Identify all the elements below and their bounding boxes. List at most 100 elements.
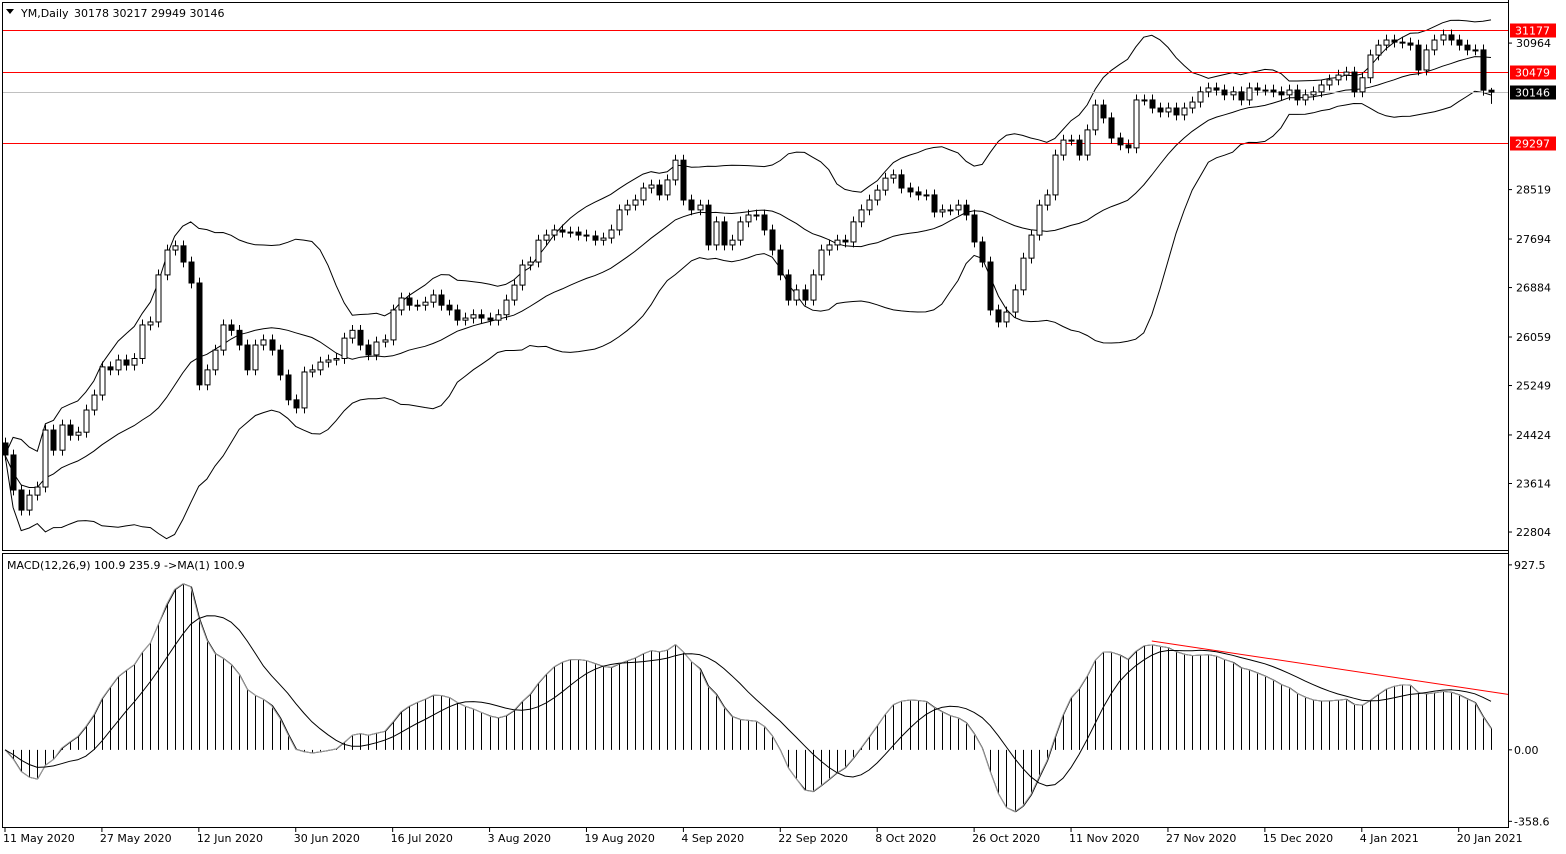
date-tick-label: 4 Sep 2020: [681, 832, 744, 845]
candle-bullish: [1134, 100, 1139, 148]
candle-bullish: [633, 200, 638, 205]
candle-bearish: [237, 330, 242, 345]
date-tick-label: 19 Aug 2020: [584, 832, 654, 845]
candle-bullish: [423, 302, 428, 305]
candle-bullish: [714, 222, 719, 245]
candle-bullish: [1085, 130, 1090, 155]
candle-bullish: [1432, 40, 1437, 50]
price-level-label: 30479: [1515, 67, 1550, 80]
candle-bearish: [189, 262, 194, 283]
candle-bullish: [253, 345, 258, 370]
candle-bullish: [924, 195, 929, 196]
date-tick-label: 27 May 2020: [100, 832, 172, 845]
macd-histogram-bar-connector: [701, 669, 709, 686]
candle-bearish: [996, 310, 1001, 322]
candle-bullish: [875, 190, 880, 200]
candle-bullish: [601, 238, 606, 240]
macd-histogram-bar-connector: [281, 718, 289, 734]
collapse-triangle-icon[interactable]: [6, 9, 14, 14]
candle-bullish: [496, 315, 501, 320]
candle-bullish: [1368, 55, 1373, 78]
price-tick-label: 24424: [1516, 429, 1551, 442]
candle-bearish: [786, 275, 791, 300]
candle-bullish: [1093, 105, 1098, 130]
candle-bullish: [641, 188, 646, 200]
candle-bullish: [956, 205, 961, 210]
candle-bullish: [1247, 88, 1252, 100]
candle-bearish: [1449, 35, 1454, 40]
macd-histogram-bar-connector: [192, 587, 200, 618]
candle-bearish: [1352, 72, 1357, 92]
candle-bullish: [835, 240, 840, 245]
macd-histogram-bar-connector: [95, 699, 103, 715]
candle-bearish: [964, 205, 969, 215]
macd-histogram-bar-connector: [1476, 703, 1484, 717]
candle-bearish: [488, 318, 493, 320]
candle-bearish: [439, 295, 444, 305]
candle-bearish: [972, 215, 977, 242]
candle-bearish: [1174, 108, 1179, 115]
candle-bullish: [148, 322, 153, 325]
candle-bearish: [1239, 92, 1244, 100]
candle-bearish: [576, 232, 581, 235]
candle-bearish: [916, 192, 921, 195]
price-tick-label: 26059: [1516, 331, 1551, 344]
candle-bullish: [948, 210, 953, 211]
candle-bearish: [51, 430, 56, 450]
date-tick-label: 8 Oct 2020: [875, 832, 936, 845]
candle-bullish: [1004, 312, 1009, 322]
price-tick-label: 27694: [1516, 233, 1551, 246]
date-tick-label: 20 Jan 2021: [1457, 832, 1523, 845]
candle-bullish: [399, 298, 404, 310]
candle-bullish: [1190, 102, 1195, 108]
candle-bearish: [1279, 92, 1284, 95]
macd-histogram-bar-connector: [289, 734, 297, 749]
macd-histogram-bar-connector: [725, 707, 733, 716]
candle-bearish: [593, 236, 598, 240]
date-tick-label: 30 Jun 2020: [294, 832, 360, 845]
candle-bullish: [1327, 80, 1332, 85]
candle-bullish: [738, 222, 743, 240]
candle-bearish: [479, 315, 484, 318]
candle-bearish: [1214, 88, 1219, 90]
candle-bearish: [899, 175, 904, 188]
bollinger-middle-line: [5, 57, 1491, 488]
macd-ma1-line: [5, 584, 1491, 812]
candle-bearish: [11, 455, 16, 490]
candle-bearish: [245, 345, 250, 370]
candle-bullish: [609, 230, 614, 238]
candle-bullish: [1206, 88, 1211, 92]
candle-bullish: [463, 318, 468, 320]
candle-bullish: [1287, 90, 1292, 95]
candle-bullish: [851, 222, 856, 242]
candle-bearish: [278, 350, 283, 375]
price-level-label: 29297: [1515, 138, 1550, 151]
candle-bullish: [536, 240, 541, 262]
candle-bearish: [286, 375, 291, 400]
candle-bearish: [722, 222, 727, 245]
candle-bullish: [1198, 92, 1203, 102]
candle-bullish: [213, 350, 218, 370]
candle-bearish: [181, 246, 186, 262]
candle-bearish: [1489, 90, 1494, 92]
price-tick-label: 30964: [1516, 37, 1551, 50]
candle-bullish: [391, 310, 396, 340]
candle-bullish: [221, 325, 226, 350]
candle-bearish: [447, 305, 452, 310]
macd-histogram-bar-connector: [394, 712, 402, 722]
candle-bearish: [560, 230, 565, 232]
macd-histogram-bar-connector: [1048, 737, 1056, 761]
candle-bullish: [1053, 155, 1058, 195]
candle-bullish: [205, 370, 210, 385]
candle-bullish: [1360, 78, 1365, 92]
candle-bullish: [374, 342, 379, 355]
candle-bullish: [431, 295, 436, 302]
macd-panel-frame: [3, 554, 1509, 828]
candle-bullish: [520, 265, 525, 285]
macd-histogram-bar-connector: [273, 706, 281, 718]
candle-bullish: [383, 340, 388, 342]
candle-bearish: [68, 425, 73, 435]
candle-bullish: [544, 235, 549, 240]
candle-bearish: [932, 195, 937, 212]
